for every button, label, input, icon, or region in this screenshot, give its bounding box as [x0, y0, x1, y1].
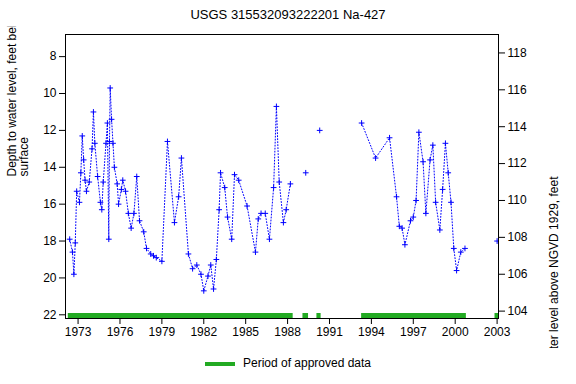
- svg-text:14: 14: [43, 160, 57, 174]
- svg-text:8: 8: [50, 49, 57, 63]
- svg-text:1979: 1979: [149, 325, 176, 339]
- svg-text:1982: 1982: [190, 325, 217, 339]
- svg-text:1991: 1991: [316, 325, 343, 339]
- svg-text:116: 116: [508, 83, 527, 97]
- svg-text:10: 10: [43, 86, 57, 100]
- svg-text:1994: 1994: [358, 325, 385, 339]
- svg-text:1988: 1988: [274, 325, 301, 339]
- svg-text:2000: 2000: [442, 325, 469, 339]
- svg-text:1973: 1973: [65, 325, 92, 339]
- svg-text:Groundwater level above NGVD 1: Groundwater level above NGVD 1929, feet: [547, 176, 561, 348]
- svg-text:1985: 1985: [232, 325, 259, 339]
- svg-text:1997: 1997: [400, 325, 427, 339]
- svg-text:1976: 1976: [107, 325, 134, 339]
- svg-text:22: 22: [43, 308, 57, 322]
- svg-text:18: 18: [43, 234, 57, 248]
- html-text:USGS 315532093222201 Na-427: USGS 315532093222201 Na-427: [190, 7, 386, 22]
- svg-text:12: 12: [43, 123, 57, 137]
- svg-text:112: 112: [508, 156, 527, 170]
- svg-text:20: 20: [43, 271, 57, 285]
- svg-text:106: 106: [508, 267, 528, 281]
- svg-text:118: 118: [508, 46, 527, 60]
- svg-text:110: 110: [508, 193, 527, 207]
- svg-text:108: 108: [508, 230, 528, 244]
- svg-text:16: 16: [43, 197, 57, 211]
- svg-text:2003: 2003: [484, 325, 511, 339]
- svg-text:104: 104: [508, 304, 528, 318]
- html-text:Period of approved data: Period of approved data: [243, 356, 371, 370]
- svg-text:114: 114: [508, 120, 527, 134]
- svg-text:Depth to water level, feet bel: Depth to water level, feet below landsur…: [5, 26, 31, 177]
